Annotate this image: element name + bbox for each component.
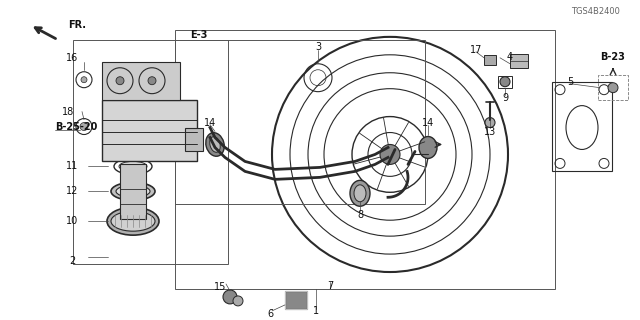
- Ellipse shape: [419, 137, 437, 158]
- Text: 14: 14: [422, 117, 434, 128]
- Ellipse shape: [210, 137, 220, 152]
- Ellipse shape: [350, 180, 370, 206]
- Bar: [510, 54, 528, 68]
- Text: TGS4B2400: TGS4B2400: [571, 7, 620, 16]
- Text: 16: 16: [66, 53, 78, 63]
- Bar: [73, 40, 228, 264]
- Text: 1: 1: [313, 306, 319, 316]
- Text: 10: 10: [66, 216, 78, 226]
- Bar: [102, 62, 180, 100]
- Ellipse shape: [107, 207, 159, 235]
- Bar: [175, 40, 425, 204]
- Text: 17: 17: [470, 45, 482, 55]
- Text: 18: 18: [62, 107, 74, 116]
- Text: 5: 5: [567, 77, 573, 87]
- Bar: [175, 30, 555, 289]
- Bar: [498, 76, 512, 88]
- Circle shape: [380, 144, 400, 164]
- Bar: [120, 164, 146, 219]
- Circle shape: [485, 117, 495, 128]
- Circle shape: [500, 77, 510, 87]
- Bar: [598, 75, 628, 100]
- Text: 2: 2: [69, 256, 75, 266]
- Text: FR.: FR.: [68, 20, 86, 30]
- Text: B-23: B-23: [600, 52, 625, 62]
- Ellipse shape: [116, 185, 150, 197]
- Text: 11: 11: [66, 161, 78, 172]
- Text: 7: 7: [327, 281, 333, 291]
- Ellipse shape: [111, 182, 155, 200]
- Circle shape: [233, 296, 243, 306]
- Text: 9: 9: [502, 93, 508, 103]
- Text: 3: 3: [315, 42, 321, 52]
- Bar: [285, 291, 307, 309]
- Text: 8: 8: [357, 210, 363, 220]
- Circle shape: [80, 123, 88, 131]
- Text: E-3: E-3: [190, 30, 207, 40]
- Text: B-25-20: B-25-20: [55, 122, 97, 132]
- Bar: [185, 128, 203, 151]
- Circle shape: [148, 77, 156, 85]
- Text: 12: 12: [66, 186, 78, 196]
- Text: 13: 13: [484, 126, 496, 137]
- Text: 6: 6: [267, 309, 273, 319]
- Bar: [285, 291, 307, 309]
- Ellipse shape: [206, 133, 224, 156]
- Ellipse shape: [119, 161, 147, 172]
- Text: 15: 15: [214, 282, 226, 292]
- Circle shape: [608, 83, 618, 93]
- Bar: [484, 55, 496, 65]
- Bar: [102, 100, 197, 161]
- Circle shape: [116, 77, 124, 85]
- Circle shape: [223, 290, 237, 304]
- Circle shape: [81, 77, 87, 83]
- Text: 14: 14: [204, 117, 216, 128]
- Ellipse shape: [111, 211, 155, 231]
- Bar: [552, 82, 612, 172]
- Ellipse shape: [354, 185, 366, 202]
- Text: 4: 4: [507, 52, 513, 62]
